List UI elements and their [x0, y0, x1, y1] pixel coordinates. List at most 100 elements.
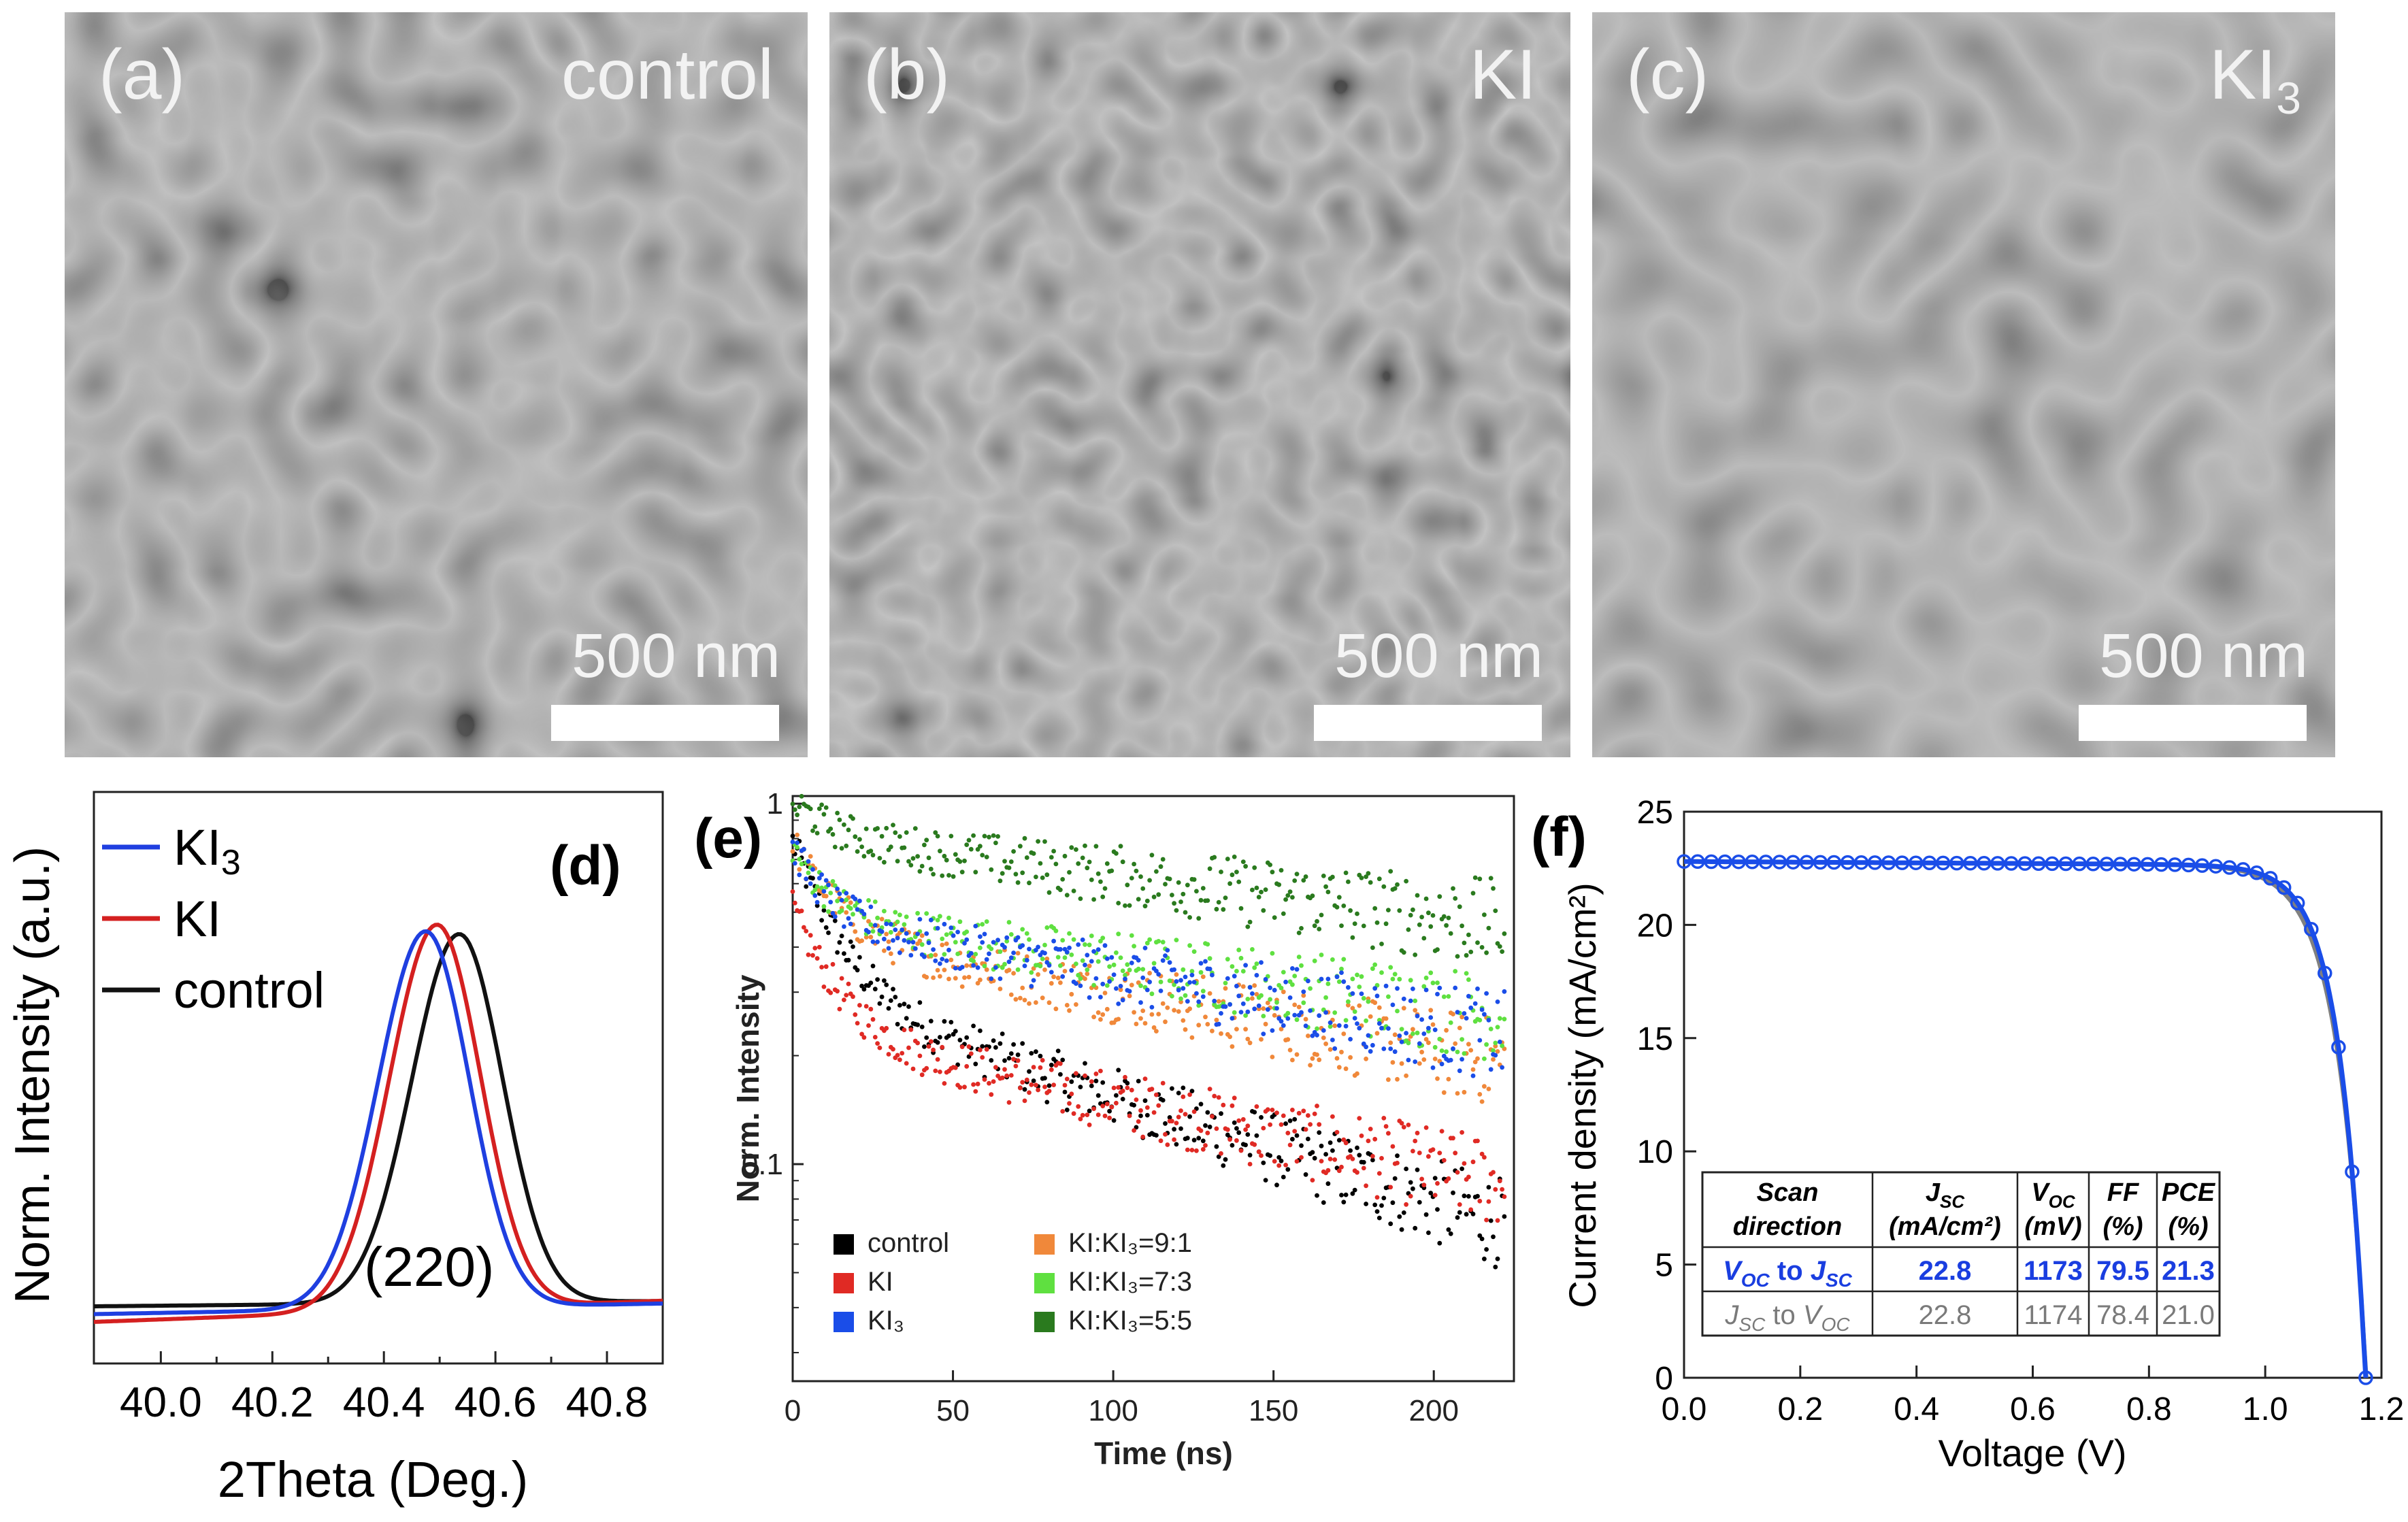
chart-e-point	[1259, 889, 1264, 895]
chart-e-point	[957, 1085, 963, 1090]
chart-e-point	[1102, 1113, 1108, 1119]
chart-f-table-cell: 21.3	[2162, 1256, 2215, 1286]
chart-e-point	[1390, 976, 1396, 982]
sem-panel-c: (c) KI3 500 nm	[1592, 12, 2335, 757]
chart-f-table-header: JSC	[1926, 1178, 1965, 1212]
chart-e-point	[1357, 985, 1362, 989]
chart-e-point	[1348, 1037, 1353, 1042]
chart-e-point	[835, 989, 840, 994]
chart-e-point	[1187, 980, 1192, 985]
chart-e-point	[1468, 1005, 1474, 1010]
chart-e-point	[1008, 859, 1014, 864]
chart-e-point	[1129, 876, 1134, 880]
chart-e-point	[1240, 984, 1246, 989]
chart-e-point	[1138, 983, 1143, 989]
chart-e-point	[1497, 1016, 1502, 1021]
chart-e-point	[1031, 851, 1036, 856]
chart-e-point	[1069, 1091, 1074, 1097]
chart-e-point	[872, 923, 878, 928]
sem-micrograph-b	[829, 12, 1570, 757]
chart-e-point	[1165, 1005, 1170, 1010]
chart-e-point	[1172, 967, 1176, 972]
sem-panel-b: (b) KI 500 nm	[829, 12, 1570, 757]
chart-e-point	[1404, 1202, 1409, 1207]
chart-e-point	[1383, 1016, 1389, 1021]
chart-e-point	[1453, 1151, 1458, 1156]
chart-e-point	[1198, 961, 1204, 966]
chart-e-point	[1272, 915, 1277, 920]
chart-e-point	[1256, 1003, 1261, 1008]
chart-e-point	[1083, 1061, 1087, 1066]
chart-e-point	[1185, 1136, 1190, 1141]
chart-e-point	[1428, 1191, 1434, 1195]
chart-e-point	[1430, 980, 1436, 986]
chart-e-point	[1046, 1083, 1052, 1088]
chart-e-point	[1154, 1092, 1159, 1097]
chart-e-point	[1379, 1025, 1384, 1031]
chart-e-point	[1343, 1018, 1349, 1023]
chart-e-point	[1486, 1199, 1491, 1204]
chart-f-marker	[2126, 857, 2142, 872]
chart-e-point	[870, 929, 876, 934]
chart-e-point	[1008, 1051, 1014, 1056]
chart-e-point	[933, 958, 938, 963]
chart-e-point	[1151, 894, 1157, 899]
chart-e-point	[1290, 982, 1295, 987]
chart-e-point	[1390, 1060, 1396, 1065]
chart-e-point	[1417, 1151, 1422, 1155]
chart-e-point	[1502, 1016, 1507, 1022]
chart-e-point	[1236, 993, 1242, 999]
chart-e-point	[1091, 1014, 1096, 1020]
chart-e-point	[1100, 1104, 1106, 1108]
chart-e-point	[1500, 1065, 1505, 1070]
chart-e-point	[1451, 886, 1455, 891]
chart-e-point	[1374, 1209, 1380, 1214]
chart-e-point	[1046, 890, 1052, 895]
chart-e-point	[1015, 1058, 1021, 1063]
chart-f-table-dir-part: V	[1803, 1300, 1824, 1330]
chart-e-point	[1069, 845, 1074, 850]
chart-e-point	[1219, 1151, 1223, 1156]
chart-e-point	[1430, 1065, 1436, 1070]
chart-e-point	[1129, 982, 1134, 988]
chart-e-point	[1156, 892, 1161, 897]
chart-e-point	[1294, 1052, 1300, 1057]
chart-e-point	[897, 950, 902, 955]
chart-e-point	[1078, 1116, 1083, 1122]
chart-e-point	[795, 812, 799, 818]
chart-e-point	[1247, 985, 1253, 990]
chart-e-point	[1042, 1085, 1047, 1089]
chart-e-point	[1272, 987, 1277, 993]
chart-e-point	[1355, 911, 1359, 916]
chart-f-table-header-sub: OC	[2049, 1191, 2076, 1212]
chart-e-point	[971, 963, 976, 968]
chart-e-point	[1332, 1046, 1338, 1051]
chart-e-point	[879, 833, 885, 839]
chart-e-point	[1317, 1057, 1322, 1063]
chart-e-point	[1165, 1142, 1170, 1147]
chart-e-point	[1232, 974, 1237, 979]
chart-e-point	[1477, 876, 1483, 882]
chart-e-point	[1219, 1011, 1223, 1016]
chart-e-point	[1312, 1111, 1317, 1116]
chart-e-point	[897, 1057, 902, 1062]
chart-e-point	[1181, 1094, 1186, 1099]
chart-e-point	[1376, 1215, 1382, 1221]
chart-e-point	[893, 910, 898, 915]
chart-e-point	[1459, 1037, 1465, 1042]
chart-e-point	[1435, 980, 1440, 985]
panel-label-c: (c)	[1626, 35, 1709, 114]
chart-e-point	[891, 961, 895, 965]
chart-e-point	[997, 878, 1003, 884]
chart-e-point	[942, 853, 947, 859]
chart-e-point	[1172, 982, 1176, 987]
chart-e-point	[1116, 901, 1121, 906]
chart-e-point	[1413, 998, 1418, 1004]
chart-e-point	[1419, 1017, 1425, 1022]
chart-e-point	[859, 938, 864, 943]
chart-e-point	[993, 840, 998, 846]
chart-e-point	[1149, 1087, 1155, 1092]
chart-e-point	[1388, 1221, 1393, 1227]
chart-e-point	[1102, 991, 1108, 995]
chart-e-point	[1058, 963, 1063, 968]
